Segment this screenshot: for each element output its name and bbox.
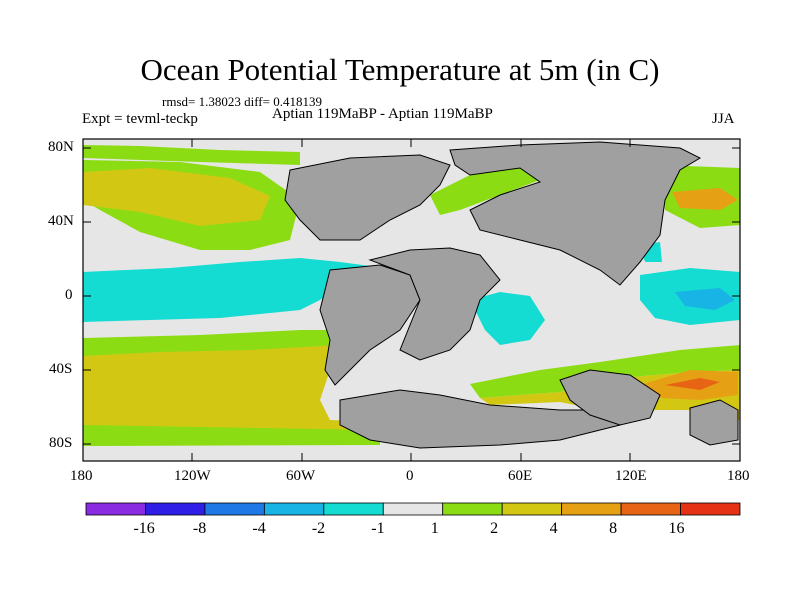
colorbar-swatch [561,502,622,516]
lon-tick-label: 180 [727,468,750,484]
colorbar-label: 4 [549,520,558,537]
lon-tick-label: 120E [615,468,647,484]
field-eastern-north-warm [672,188,738,210]
tick-marks [83,139,740,461]
field-southern-yellow [83,344,380,440]
colorbar-swatch [442,502,503,516]
lat-tick-label: 0 [65,287,73,303]
colorbar-label: -8 [192,520,207,537]
field-atlantic-cyan [470,292,545,345]
land-india-australia [559,369,661,426]
lat-tick-label: 80N [48,139,74,155]
colorbar-swatch [680,502,741,516]
land-antarctica-east [689,399,739,446]
lon-tick-label: 60W [286,468,316,484]
colorbar-label: 1 [430,520,439,537]
colorbar-label: 16 [668,520,685,537]
lon-tick-label: 60E [508,468,533,484]
land-eurasia [449,141,702,286]
field-tethys-green [430,168,540,215]
colorbar-label: -16 [133,520,155,537]
anomaly-fields [83,145,740,446]
colorbar-swatch [382,502,444,516]
experiment-name: Expt = tevml-teckp [82,111,198,127]
season-label: JJA [712,111,735,127]
colorbar-swatch [263,502,325,516]
stats-line: rmsd= 1.38023 diff= 0.418139 [162,94,322,109]
colorbar-label: -4 [252,520,266,537]
colorbar-swatch [145,502,206,516]
colorbar-label: -1 [371,520,385,537]
field-southern-green-strip [83,425,380,446]
field-north-pacific-yellow [83,168,270,226]
colorbar-swatch [620,502,681,516]
field-arctic-green [83,145,300,165]
field-hot-southeast [665,378,720,390]
land-africa [368,247,501,361]
lat-tick-label: 40N [48,213,74,229]
colorbar-label: 2 [490,520,499,537]
land-north-america [284,154,451,241]
lon-tick-label: 180 [70,468,93,484]
lon-tick-label: 120W [174,468,211,484]
lat-tick-label: 40S [49,361,73,377]
colorbar [85,502,741,516]
colorbar-label: -2 [311,520,326,537]
field-southern-green [83,330,350,356]
colorbar-swatch [501,502,563,516]
lon-tick-label: 0 [406,468,414,484]
field-west-pacific-blue [675,288,735,310]
land-masses [284,141,739,449]
colorbar-label: 8 [609,520,618,537]
colorbar-swatch [204,502,265,516]
colorbar-swatch [85,502,146,516]
lat-tick-label: 80S [49,435,73,451]
field-equatorial-cyan [83,258,370,322]
experiment-label: Aptian 119MaBP - Aptian 119MaBP [272,106,493,122]
map-title: Ocean Potential Temperature at 5m (in C) [140,52,660,87]
colorbar-swatch [323,502,384,516]
